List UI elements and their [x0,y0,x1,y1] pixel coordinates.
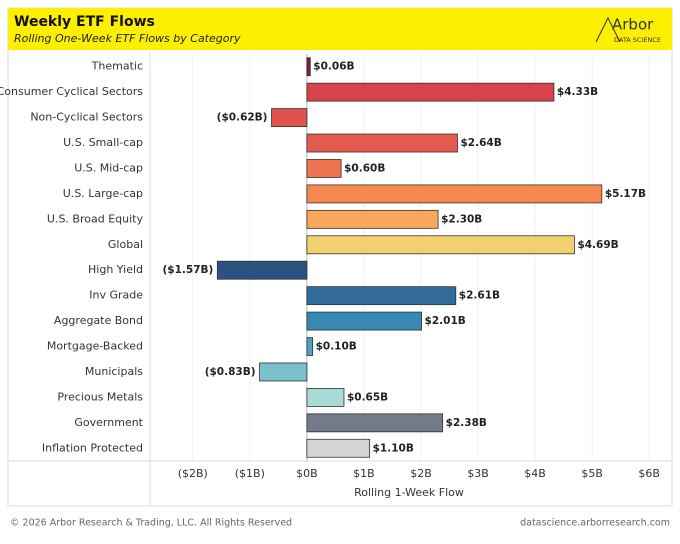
bar [306,209,439,229]
x-axis-title: Rolling 1-Week Flow [354,486,464,499]
y-tick-label: Non-Cyclical Sectors [30,111,143,124]
bar [306,311,422,331]
value-label: $2.61B [459,290,500,302]
y-tick-label: U.S. Small-cap [63,136,143,149]
y-tick-label: U.S. Large-cap [63,187,143,200]
logo-name: Arbor [612,16,654,34]
y-tick-label: Thematic [91,60,143,73]
value-label: ($1.57B) [162,264,213,276]
y-tick-label: Inv Grade [89,289,143,302]
value-label: $0.10B [316,341,357,353]
y-tick-label: Consumer Cyclical Sectors [0,85,143,98]
bar [271,108,308,127]
bar [306,159,342,178]
y-tick-label: Government [74,416,143,429]
bar [306,438,371,458]
y-tick-label: Municipals [85,365,143,378]
y-tick-label: Precious Metals [57,390,143,403]
value-label: $1.10B [373,442,414,454]
y-tick-label: U.S. Broad Equity [47,212,144,225]
bar [306,57,311,77]
value-label: $5.17B [605,188,646,200]
value-label: ($0.83B) [205,366,256,378]
value-label: $0.65B [347,391,388,403]
y-tick-label: Mortgage-Backed [47,340,143,353]
footer-left: © 2026 Arbor Research & Trading, LLC. Al… [10,518,292,529]
bar [216,260,308,280]
bar [306,337,313,356]
x-tick-label: $5B [581,467,603,480]
x-tick-label: $4B [524,467,546,480]
x-tick-label: ($1B) [235,467,265,480]
bar [306,82,555,102]
bar [259,362,308,382]
header-band [8,8,672,50]
bar [306,388,345,407]
y-tick-label: Aggregate Bond [54,314,143,327]
value-label: $2.01B [425,315,466,327]
y-tick-label: U.S. Mid-cap [74,161,143,174]
x-tick-label: $0B [296,467,318,480]
bar [306,133,458,153]
x-tick-label: ($2B) [178,467,208,480]
x-tick-label: $6B [638,467,660,480]
logo-tagline: DATA SCIENCE [614,36,661,44]
bar [306,413,444,433]
chart-title: Weekly ETF Flows [14,14,155,30]
footer-right: datascience.arborresearch.com [520,518,670,529]
value-label: $2.64B [460,137,501,149]
y-tick-label: Global [108,238,143,251]
value-label: $4.33B [557,86,598,98]
bar [306,184,603,204]
y-tick-label: High Yield [88,263,143,276]
value-label: $0.60B [344,162,385,174]
x-tick-label: $2B [410,467,432,480]
value-label: $2.30B [441,213,482,225]
value-label: $0.06B [313,61,354,73]
chart-subtitle: Rolling One-Week ETF Flows by Category [14,32,241,45]
y-tick-label: Inflation Protected [42,441,143,454]
value-label: $2.38B [446,417,487,429]
bar [306,286,457,306]
bar [306,235,575,255]
value-label: ($0.62B) [217,112,268,124]
x-tick-label: $1B [353,467,375,480]
x-tick-label: $3B [467,467,489,480]
value-label: $4.69B [577,239,618,251]
logo-mark [595,16,621,43]
